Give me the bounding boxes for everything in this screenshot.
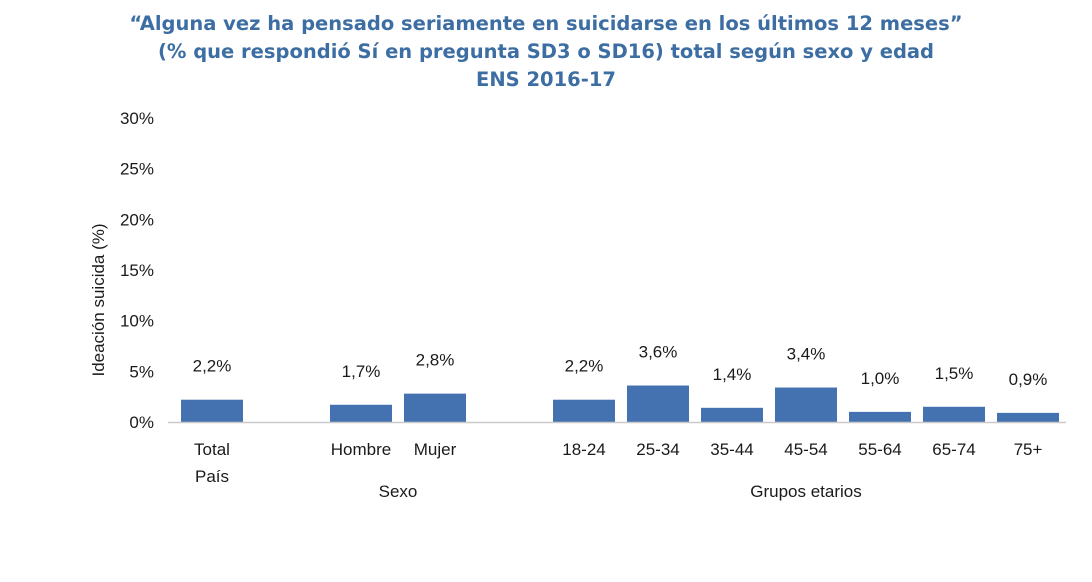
chart-subtitle-2: ENS 2016-17 bbox=[476, 68, 616, 91]
group-label: Sexo bbox=[379, 482, 418, 501]
x-tick-label: 25-34 bbox=[636, 440, 679, 459]
y-tick-label: 10% bbox=[120, 312, 154, 331]
group-label: Grupos etarios bbox=[750, 482, 862, 501]
data-label: 3,4% bbox=[787, 345, 826, 364]
bar bbox=[775, 387, 837, 422]
chart-title-block: “Alguna vez ha pensado seriamente en sui… bbox=[0, 10, 1092, 94]
x-tick-label: 65-74 bbox=[932, 440, 975, 459]
y-tick-label: 15% bbox=[120, 261, 154, 280]
y-tick-label: 30% bbox=[120, 109, 154, 128]
bar bbox=[181, 399, 243, 422]
x-tick-label: Hombre bbox=[331, 440, 391, 459]
chart-title: “Alguna vez ha pensado seriamente en sui… bbox=[129, 12, 963, 35]
bar bbox=[404, 393, 466, 422]
data-label: 0,9% bbox=[1009, 370, 1048, 389]
x-tick-label: 35-44 bbox=[710, 440, 753, 459]
data-label: 1,5% bbox=[935, 364, 974, 383]
x-tick-label: Total bbox=[194, 440, 230, 459]
bar bbox=[923, 406, 985, 422]
y-tick-label: 25% bbox=[120, 160, 154, 179]
x-tick-label: 75+ bbox=[1014, 440, 1043, 459]
bar bbox=[330, 404, 392, 422]
bar bbox=[997, 412, 1059, 422]
data-label: 1,4% bbox=[713, 365, 752, 384]
data-label: 1,0% bbox=[861, 369, 900, 388]
data-label: 2,8% bbox=[416, 351, 455, 370]
data-label: 2,2% bbox=[193, 357, 232, 376]
data-label: 3,6% bbox=[639, 343, 678, 362]
y-tick-label: 5% bbox=[129, 362, 154, 381]
x-tick-label: 45-54 bbox=[784, 440, 827, 459]
bar bbox=[701, 407, 763, 422]
y-axis-label: Ideación suicida (%) bbox=[89, 223, 108, 376]
x-tick-label: Mujer bbox=[414, 440, 457, 459]
y-tick-label: 20% bbox=[120, 210, 154, 229]
bar bbox=[553, 399, 615, 422]
data-label: 1,7% bbox=[342, 362, 381, 381]
data-label: 2,2% bbox=[565, 357, 604, 376]
x-tick-label: 18-24 bbox=[562, 440, 605, 459]
chart-subtitle: (% que respondió Sí en pregunta SD3 o SD… bbox=[157, 40, 935, 63]
y-tick-label: 0% bbox=[129, 413, 154, 432]
x-tick-label: País bbox=[195, 467, 229, 486]
bar bbox=[849, 411, 911, 422]
x-tick-label: 55-64 bbox=[858, 440, 901, 459]
bar bbox=[627, 385, 689, 422]
